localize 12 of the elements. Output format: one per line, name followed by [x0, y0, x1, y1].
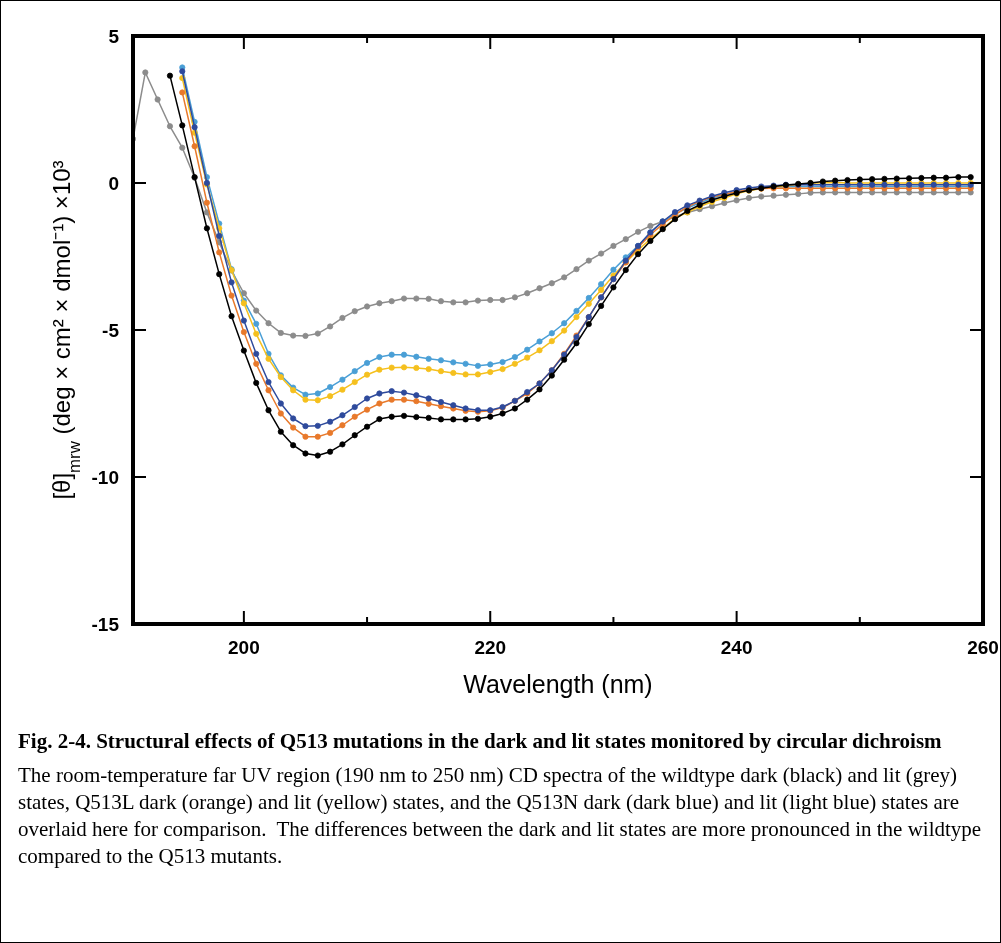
x-tick-label: 220: [474, 637, 507, 658]
text: Fig. 2-4. Structural effects of Q513 mutations in the dark and lit states monitored by circular dichroism: [18, 729, 943, 753]
x-tick-label: 260: [967, 637, 999, 658]
text: The room-temperature far UV region (190 nm to 250 nm) CD spectra of the wildtype dark (black) and lit (grey) states, Q513L dark (orange) and lit (yellow) states, and the Q513N dark (dark blue) and lit (light blue) states are overlaid here for comparison. The differences between the dark and lit states are more pronounced in the wildtype compared to the Q513 mutants.: [18, 763, 982, 868]
y-tick-label: -15: [91, 614, 120, 635]
y-tick-label: -10: [91, 467, 119, 488]
y-tick-label: -5: [102, 320, 120, 341]
y-tick-label: 5: [108, 26, 120, 47]
x-tick-label: 200: [228, 637, 260, 658]
y-tick-label: 0: [108, 173, 119, 194]
x-axis-title: Wavelength (nm): [463, 670, 653, 698]
x-tick-label: 240: [720, 637, 753, 658]
